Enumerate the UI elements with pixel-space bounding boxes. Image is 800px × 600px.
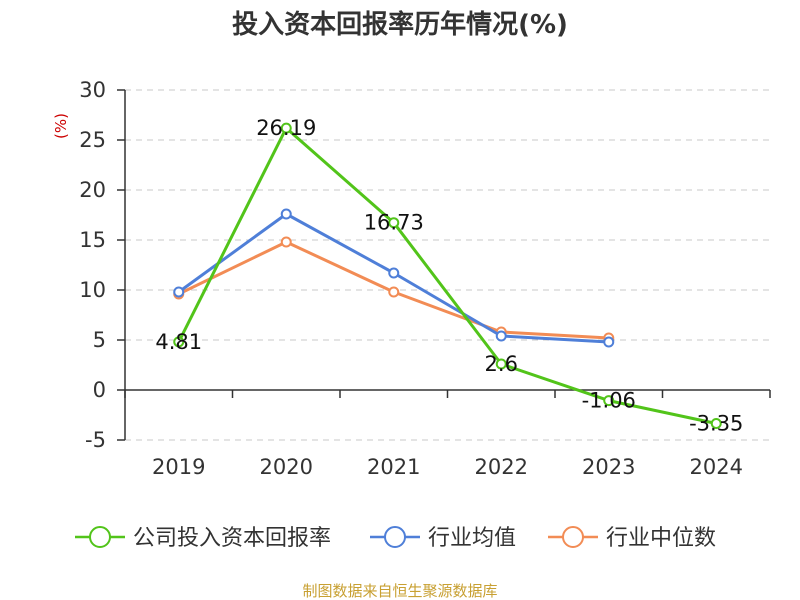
data-point [173,336,185,348]
x-tick-label: 2021 [367,455,420,479]
data-label: -3.35 [689,412,743,436]
legend-label: 公司投入资本回报率 [133,526,331,551]
y-tick-label: 0 [93,378,106,402]
data-point [388,286,400,298]
data-point [280,122,292,134]
legend: 公司投入资本回报率 行业均值 行业中位数 [75,526,716,551]
y-tick-label: 20 [79,178,106,202]
grid-lines [125,89,770,441]
data-label: 4.81 [155,330,202,354]
chart-title: 投入资本回报率历年情况(%) [232,9,568,40]
source-note: 制图数据来自恒生聚源数据库 [302,582,497,600]
legend-marker [384,526,406,548]
legend-item: 行业中位数 [548,526,716,551]
x-tick-label: 2023 [582,455,635,479]
series-0 [173,122,722,429]
data-point [710,418,722,429]
legend-item: 公司投入资本回报率 [75,526,331,551]
x-tick-label: 2019 [152,455,205,479]
y-tick-label: -5 [85,428,106,452]
data-point [388,217,400,229]
data-point [280,208,292,220]
y-tick-label: 10 [79,278,106,302]
series-1 [173,208,615,348]
data-label: 2.6 [485,352,518,376]
y-tick-label: 25 [79,128,106,152]
data-point [495,358,507,370]
data-label: -1.06 [582,389,636,413]
data-point [603,336,615,348]
y-tick-label: 15 [79,228,106,252]
data-point [603,395,615,407]
data-labels: 4.81 26.19 16.73 2.6 -1.06 -3.35 [155,116,743,435]
y-tick-label: 5 [93,328,106,352]
series-group [173,122,722,429]
data-point [495,330,507,342]
legend-label: 行业中位数 [606,526,716,551]
legend-marker [562,526,584,548]
x-tick-label: 2022 [475,455,528,479]
data-label: 26.19 [256,116,316,140]
series-line [177,126,717,425]
data-point [280,236,292,248]
y-axis-label: (%) [52,113,70,139]
legend-marker [89,526,111,548]
x-tick-label: 2024 [690,455,743,479]
y-tick-label: 30 [79,78,106,102]
legend-label: 行业均值 [428,526,516,551]
data-point [173,286,185,298]
x-tick-label: 2020 [260,455,313,479]
axes: 30 25 20 15 10 5 0 -5 2019 2020 2021 2022 2023 2024 [79,78,771,479]
data-point [388,267,400,279]
legend-item: 行业均值 [370,526,516,551]
data-label: 16.73 [364,211,424,235]
